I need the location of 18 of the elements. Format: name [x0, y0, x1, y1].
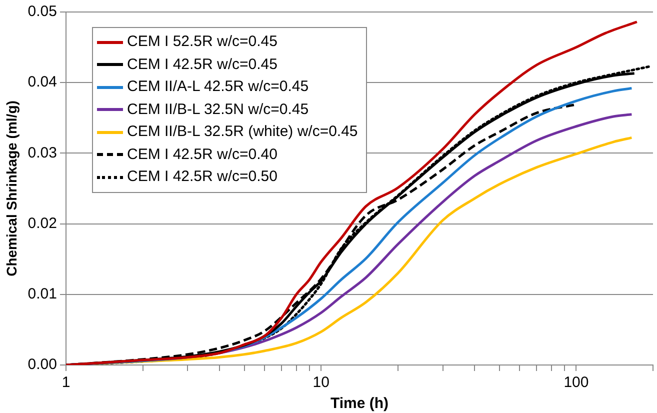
- y-tick-label: 0.04: [28, 74, 57, 91]
- y-axis-title: Chemical Shrinkage (ml/g): [3, 100, 20, 276]
- y-tick-label: 0.01: [28, 286, 57, 303]
- x-tick-label: 100: [564, 374, 589, 392]
- x-tick-label: 10: [312, 374, 330, 392]
- x-axis-title: Time (h): [330, 395, 389, 412]
- legend-label: CEM I 52.5R w/c=0.45: [127, 32, 278, 52]
- legend-label: CEM I 42.5R w/c=0.40: [127, 144, 278, 164]
- y-tick-label: 0.03: [28, 144, 57, 162]
- legend-label: CEM I 42.5R w/c=0.50: [127, 167, 278, 187]
- y-tick-label: 0.05: [28, 3, 57, 20]
- legend-label: CEM II/B-L 32.5R (white) w/c=0.45: [127, 122, 358, 142]
- y-tick-label: 0.02: [28, 214, 57, 232]
- legend-label: CEM II/B-L 32.5N w/c=0.45: [127, 100, 309, 120]
- legend-label: CEM II/A-L 42.5R w/c=0.45: [127, 77, 309, 97]
- y-tick-label: 0.00: [28, 356, 57, 374]
- legend-label: CEM I 42.5R w/c=0.45: [127, 54, 278, 74]
- x-tick-label: 1: [62, 374, 70, 392]
